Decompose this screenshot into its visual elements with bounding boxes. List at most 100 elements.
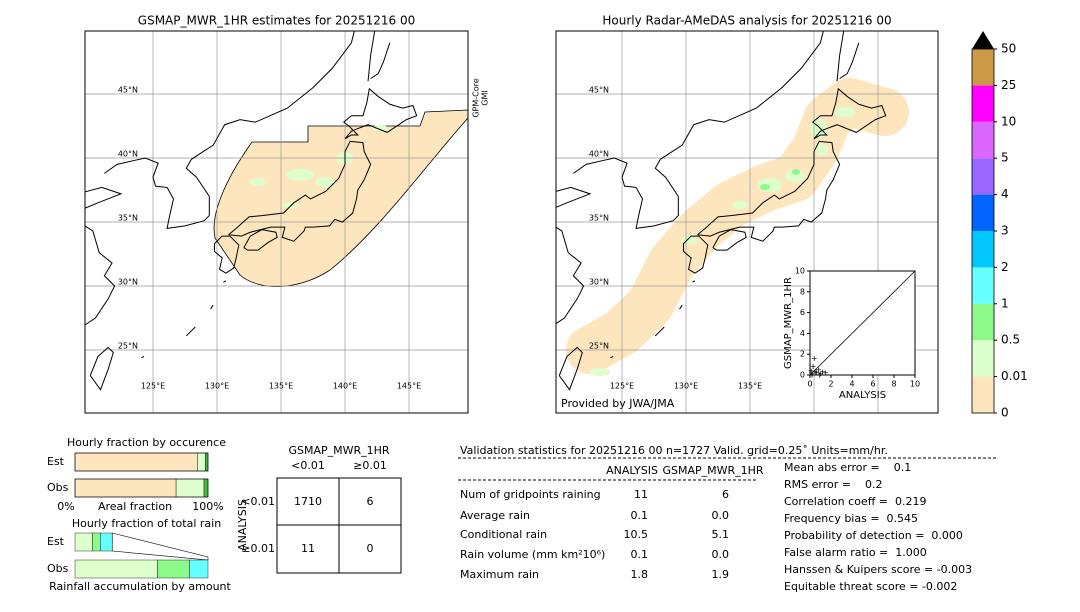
lat-label: 25°N (589, 342, 609, 351)
y-tick-label: 6 (800, 308, 805, 317)
scatter-point: + (810, 362, 817, 371)
lat-label: 25°N (118, 342, 138, 351)
scatter-point: + (813, 368, 820, 377)
coastline (89, 346, 114, 391)
bar-segment (189, 559, 209, 579)
colorbar-label: 0 (1001, 406, 1009, 420)
colorbar-segment (972, 303, 994, 341)
colorbar-label: 0.5 (1001, 333, 1020, 347)
map-title: Hourly Radar-AMeDAS analysis for 2025121… (602, 14, 891, 28)
row-header: ≥0.01 (241, 542, 275, 555)
rain-patch (816, 144, 828, 156)
coastline (141, 355, 145, 359)
lon-label: 130°E (205, 382, 229, 391)
y-tick-label: 8 (800, 287, 805, 296)
colorbar-label: 0.01 (1001, 369, 1028, 383)
stat-value: 10.5 (624, 528, 649, 541)
colorbar-segment (972, 121, 994, 159)
table-cell: 0 (367, 542, 374, 555)
bar-segment (197, 452, 206, 472)
bar-segment (100, 532, 113, 552)
rain-patch (286, 169, 314, 181)
lon-label: 130°E (674, 382, 698, 391)
scatter-point: + (817, 369, 824, 378)
rain-patch (835, 107, 855, 117)
lon-label: 135°E (269, 382, 293, 391)
sensor-label: GMI (481, 90, 490, 105)
bar-segment (203, 478, 209, 498)
bar-segment (92, 532, 101, 552)
coastline (836, 31, 845, 82)
lon-label: 125°E (610, 382, 634, 391)
rain-patch (315, 177, 335, 187)
rain-patch (732, 201, 748, 209)
colorbar-label: 5 (1001, 151, 1009, 165)
rain-patch (250, 178, 266, 186)
category-label: Est (47, 535, 65, 548)
score: Equitable threat score = -0.002 (784, 580, 957, 593)
score: Mean abs error = 0.1 (784, 461, 911, 474)
lat-label: 30°N (589, 278, 609, 287)
bar-segment (157, 559, 190, 579)
stat-value: 0.0 (712, 509, 730, 522)
colorbar-segment (972, 376, 994, 413)
colorbar-label: 2 (1001, 260, 1009, 274)
scatter-point: + (808, 366, 815, 375)
bar-segment (74, 559, 158, 579)
stat-value: 0.0 (712, 548, 730, 561)
scatter-point: + (811, 354, 818, 363)
stats-header: Validation statistics for 20251216 00 n=… (460, 444, 888, 457)
coastline (654, 326, 665, 337)
sensor-label: GPM-Core (472, 78, 481, 117)
coastline (243, 229, 278, 251)
bar-segment (175, 478, 205, 498)
table-cell: 1710 (294, 495, 322, 508)
rain-coverage (213, 109, 468, 287)
stat-value: 0.1 (631, 548, 649, 561)
lat-label: 35°N (118, 214, 138, 223)
coastline (692, 280, 696, 283)
lon-label: 145°E (397, 382, 421, 391)
bar-segment (74, 452, 198, 472)
x-axis-label: ANALYSIS (839, 390, 886, 401)
lat-label: 45°N (118, 86, 138, 95)
map-area (85, 31, 468, 413)
y-axis-label: GSMAP_MWR_1HR (783, 277, 794, 369)
lat-label: 45°N (589, 86, 609, 95)
table-title: GSMAP_MWR_1HR (288, 444, 389, 457)
rain-patch (372, 125, 388, 131)
colorbar-label: 25 (1001, 78, 1016, 92)
lon-label: 135°E (738, 382, 762, 391)
rain-patch (590, 368, 610, 376)
y-tick-label: 4 (800, 329, 805, 338)
rain-patch (282, 202, 298, 208)
lat-label: 40°N (589, 150, 609, 159)
colorbar-segment (972, 340, 994, 377)
stat-value: 1.8 (631, 568, 649, 581)
x-tick-label: 0 (807, 380, 812, 389)
map-title: GSMAP_MWR_1HR estimates for 20251216 00 (138, 14, 415, 28)
scatter-point: + (812, 367, 819, 376)
column-header: <0.01 (291, 459, 325, 472)
coastline (697, 140, 841, 242)
colorbar-label: 10 (1001, 114, 1016, 128)
coastline (223, 280, 227, 283)
score: Correlation coeff = 0.219 (784, 495, 926, 508)
lon-label: 140°E (333, 382, 357, 391)
map-frame (84, 30, 469, 414)
rain-patch (760, 184, 770, 190)
bar-frame (74, 452, 209, 472)
x-tick-label: 2 (828, 380, 833, 389)
category-label: Obs (47, 481, 69, 494)
stat-value: 1.9 (712, 568, 730, 581)
bar-segment (74, 532, 93, 552)
lat-label: 35°N (589, 214, 609, 223)
stat-value: 5.1 (712, 528, 730, 541)
bar-segment (74, 478, 177, 498)
colorbar-label: 4 (1001, 187, 1009, 201)
coastline (679, 304, 683, 310)
scatter-point: + (809, 371, 816, 380)
colorbar-segment (972, 158, 994, 195)
coastline (811, 87, 887, 140)
